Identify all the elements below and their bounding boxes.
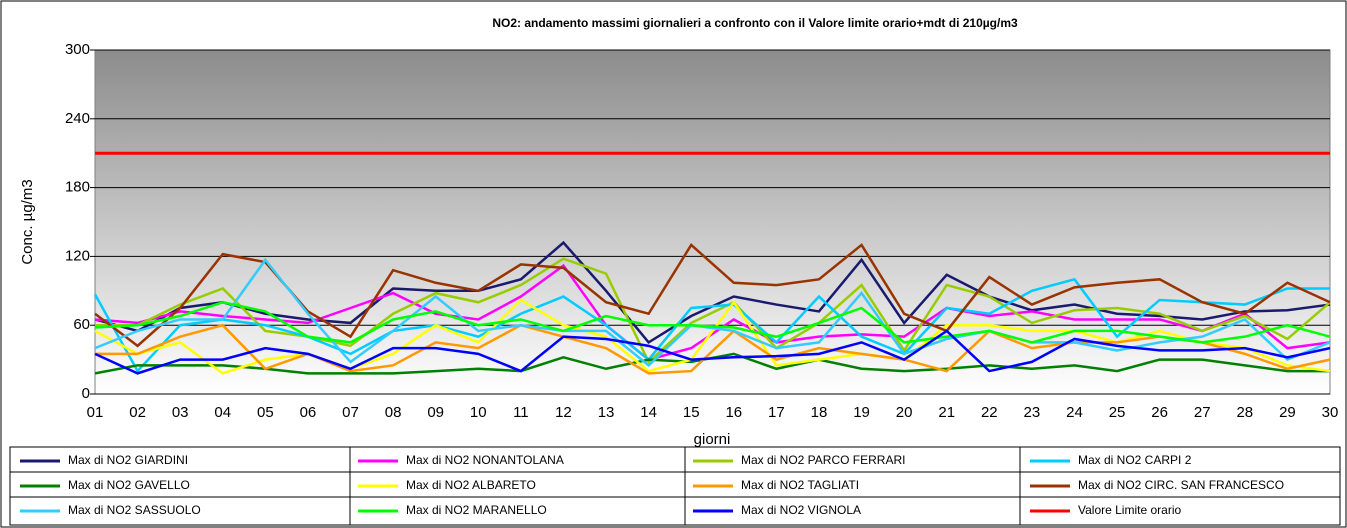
x-tick-label: 02: [129, 404, 146, 421]
legend-label: Valore Limite orario: [1078, 503, 1181, 517]
x-tick-label: 03: [172, 404, 189, 421]
x-tick-label: 24: [1066, 404, 1083, 421]
x-tick-label: 13: [598, 404, 615, 421]
series-line: [94, 300, 1331, 344]
x-tick-label: 07: [342, 404, 359, 421]
legend: Max di NO2 GIARDINI Max di NO2 NONANTOLAN…: [10, 447, 1340, 525]
y-tick-label: 120: [65, 247, 90, 264]
series-line: [94, 257, 1331, 367]
legend-label: Max di NO2 SASSUOLO: [68, 503, 201, 517]
y-tick-label: 0: [82, 385, 90, 402]
x-tick-label: 21: [938, 404, 955, 421]
legend-label: Max di NO2 GIARDINI: [68, 453, 188, 467]
x-tick-label: 18: [811, 404, 828, 421]
x-tick-label: 23: [1024, 404, 1041, 421]
x-tick-label: 08: [385, 404, 402, 421]
x-tick-label: 14: [640, 404, 657, 421]
x-tick-label: 12: [555, 404, 572, 421]
x-tick-label: 01: [87, 404, 104, 421]
y-axis-label: Conc. µg/m3: [19, 179, 36, 264]
legend-box: [9, 446, 1341, 526]
marks: [93, 49, 1331, 395]
x-tick-label: 25: [1109, 404, 1126, 421]
series-line: [95, 323, 1331, 375]
x-tick-label: 05: [257, 404, 274, 421]
x-tick-label: 22: [981, 404, 998, 421]
legend-label: Max di NO2 NONANTOLANA: [406, 453, 564, 467]
x-tick-label: 09: [427, 404, 444, 421]
y-tick-label: 180: [65, 179, 90, 196]
plot-area: [94, 49, 1331, 395]
x-tick-label: 30: [1322, 404, 1339, 421]
series-line: [94, 263, 1331, 361]
x-tick-label: 26: [1151, 404, 1168, 421]
x-tick-label: 16: [725, 404, 742, 421]
legend-label: Max di NO2 CIRC. SAN FRANCESCO: [1078, 478, 1284, 492]
x-tick-label: 27: [1194, 404, 1211, 421]
legend-label: Max di NO2 ALBARETO: [406, 478, 536, 492]
legend-label: Max di NO2 GAVELLO: [68, 478, 190, 492]
legend-label: Max di NO2 TAGLIATI: [741, 478, 859, 492]
x-tick-label: 20: [896, 404, 913, 421]
legend-label: Max di NO2 VIGNOLA: [741, 503, 861, 517]
legend-label: Max di NO2 CARPI 2: [1078, 453, 1192, 467]
x-tick-label: 04: [214, 404, 231, 421]
x-tick-label: 15: [683, 404, 700, 421]
legend-label: Max di NO2 PARCO FERRARI: [741, 453, 905, 467]
x-tick-label: 28: [1236, 404, 1253, 421]
chart-title: NO2: andamento massimi giornalieri a con…: [492, 16, 1018, 30]
series-line: [93, 277, 1330, 374]
x-tick-label: 17: [768, 404, 785, 421]
x-axis-label: giorni: [694, 431, 731, 448]
x-tick-label: 29: [1279, 404, 1296, 421]
legend-label: Max di NO2 MARANELLO: [406, 503, 547, 517]
x-tick-label: 10: [470, 404, 487, 421]
x-tick-label: 19: [853, 404, 870, 421]
y-tick-label: 60: [73, 316, 90, 333]
series-line: [94, 329, 1331, 375]
y-tick-label: 240: [65, 110, 90, 127]
x-tick-label: 06: [300, 404, 317, 421]
x-tick-label: 11: [513, 404, 529, 421]
y-tick-label: 300: [65, 41, 90, 58]
